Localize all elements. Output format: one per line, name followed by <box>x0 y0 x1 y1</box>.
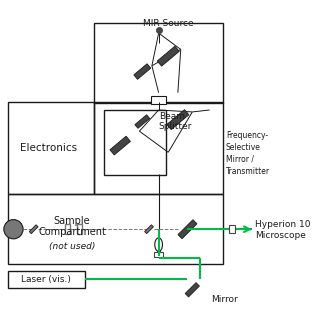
Text: Electronics: Electronics <box>20 143 76 154</box>
Text: Beam
Splitter: Beam Splitter <box>159 112 192 131</box>
Text: Hyperion 10
Microscope: Hyperion 10 Microscope <box>255 220 310 240</box>
Ellipse shape <box>155 238 163 251</box>
Text: Frequency-
Selective
Mirror /
Transmitter: Frequency- Selective Mirror / Transmitte… <box>226 131 270 176</box>
Bar <box>229 225 235 233</box>
Polygon shape <box>134 64 151 79</box>
Text: (not used): (not used) <box>49 242 95 251</box>
Polygon shape <box>135 115 150 128</box>
Bar <box>154 252 164 257</box>
Text: Sample
Compartment: Sample Compartment <box>38 216 106 237</box>
Polygon shape <box>157 238 160 251</box>
Polygon shape <box>178 220 197 239</box>
Polygon shape <box>167 110 189 130</box>
Text: MIR Source: MIR Source <box>143 19 194 28</box>
Polygon shape <box>110 136 131 155</box>
Bar <box>94 23 223 103</box>
Bar <box>77 224 82 234</box>
Bar <box>8 194 223 264</box>
Text: Mirror: Mirror <box>212 295 238 304</box>
Bar <box>151 96 166 104</box>
Text: Laser (vis.): Laser (vis.) <box>21 275 71 284</box>
Bar <box>8 102 94 194</box>
Bar <box>94 102 223 194</box>
Polygon shape <box>145 225 153 234</box>
Polygon shape <box>157 46 179 66</box>
Bar <box>104 110 166 175</box>
Bar <box>8 271 84 288</box>
Bar <box>65 224 70 234</box>
Polygon shape <box>29 225 38 234</box>
Polygon shape <box>185 283 199 297</box>
Circle shape <box>4 220 23 239</box>
